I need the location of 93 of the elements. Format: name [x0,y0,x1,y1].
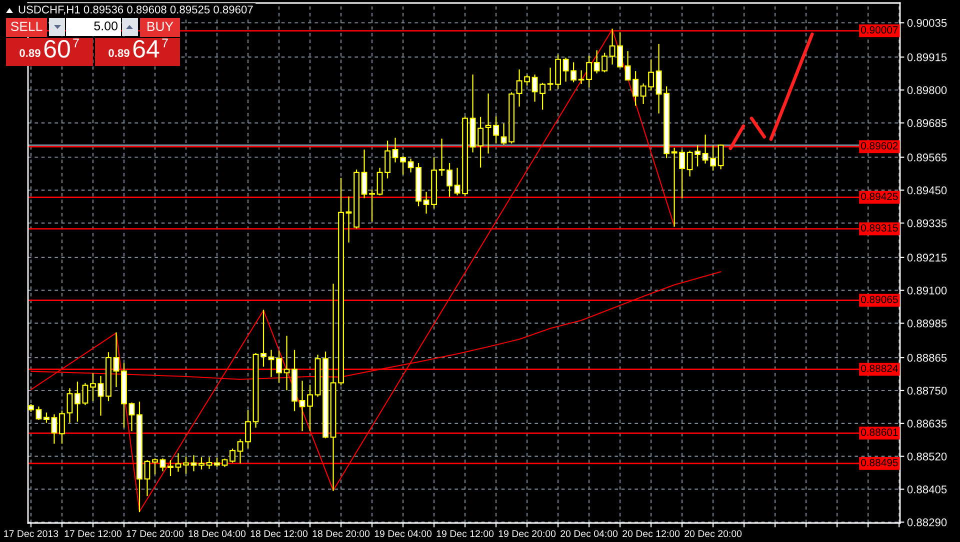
annotation: 5.00 [94,22,118,30]
y-tick-label: 0.89685 [907,119,947,128]
candlestick [245,410,251,448]
candlestick [206,457,212,469]
candlestick [478,116,484,168]
candlestick [299,380,306,432]
candlestick [230,448,236,463]
candlestick [454,168,460,196]
candlestick [384,140,390,178]
annotation: 60 [44,40,70,58]
y-tick-label: 0.89915 [907,53,947,62]
y-tick-label: 0.89450 [907,186,947,194]
y-tick-label: 0.88290 [907,518,947,526]
candlestick [718,144,724,170]
candlestick [516,69,522,107]
ref-line-label: 0.89602 [861,142,898,150]
candlestick [44,412,50,423]
x-tick-label: 18 Dec 04:00 [188,530,246,538]
x-tick-label: 19 Dec 04:00 [374,530,432,538]
candlestick [446,162,452,197]
y-tick-label: 0.89565 [907,154,947,162]
candlestick [36,406,42,420]
candlestick [369,190,375,222]
candlestick [113,332,120,388]
annotation: 0.89 [20,49,40,57]
x-tick-label: 17 Dec 20:00 [126,530,184,538]
candlestick [82,383,88,406]
candlestick [408,158,414,172]
annotation: BUY [148,22,174,32]
candlestick [284,336,290,390]
y-tick-label: 0.88405 [907,485,947,494]
candlestick [168,460,174,476]
annotation: 7 [73,38,79,48]
candlestick [400,156,406,175]
annotation: 0.89 [108,49,130,57]
x-tick-label: 18 Dec 20:00 [312,530,370,538]
y-tick-label: 0.89335 [907,219,947,228]
candlestick [346,196,352,243]
candlestick [198,457,204,470]
candlestick [74,382,80,422]
candlestick [90,373,96,402]
x-tick-label: 19 Dec 20:00 [498,530,556,538]
ref-line-label: 0.89065 [861,296,898,304]
annotation: 7 [162,38,168,48]
candlestick [237,439,244,464]
candlestick [260,310,266,367]
candlestick [307,384,313,432]
ref-line-label: 0.89315 [861,224,898,232]
annotation: SELL [10,22,42,32]
candlestick [152,458,158,474]
candlestick [423,192,430,214]
chart-title: USDCHF,H1 0.89536 0.89608 0.89525 0.89607 [18,6,253,15]
x-tick-label: 17 Dec 2013 [4,530,58,538]
candlestick [500,124,507,145]
candlestick [276,350,282,383]
candlestick [485,93,492,154]
ref-line-label: 0.90007 [861,26,898,34]
y-tick-label: 0.88635 [907,420,947,428]
y-tick-label: 0.89800 [907,86,947,94]
candlestick [98,376,104,416]
x-tick-label: 20 Dec 20:00 [684,530,742,538]
candlestick [438,138,445,176]
ref-line-label: 0.88601 [861,428,898,436]
ref-line-label: 0.88495 [861,458,898,466]
y-tick-label: 0.90035 [907,19,947,27]
y-tick-label: 0.88865 [907,354,947,362]
candlestick [128,402,135,432]
candlestick [376,168,383,196]
ref-line-label: 0.89425 [861,192,898,200]
candlestick [361,150,368,198]
candlestick [144,460,150,496]
x-tick-label: 20 Dec 12:00 [622,530,680,538]
x-tick-label: 19 Dec 12:00 [436,530,494,538]
candlestick [175,453,182,472]
candlestick [66,388,73,423]
y-tick-label: 0.88750 [907,386,947,395]
y-tick-label: 0.88985 [907,320,947,328]
y-tick-label: 0.88520 [907,452,947,460]
candlestick [51,414,58,444]
candlestick [160,458,166,472]
candlestick [392,138,398,162]
x-tick-label: 17 Dec 12:00 [64,530,122,538]
candlestick [59,410,65,444]
y-tick-label: 0.89215 [907,254,947,262]
candlestick [524,74,530,86]
candlestick [268,350,274,378]
y-tick-label: 0.89100 [907,286,947,294]
candlestick [183,456,189,474]
x-tick-label: 20 Dec 04:00 [560,530,618,538]
annotation: 64 [133,40,160,58]
x-tick-label: 18 Dec 12:00 [250,530,308,538]
ref-line-label: 0.88824 [861,364,898,372]
candlestick [493,116,499,144]
